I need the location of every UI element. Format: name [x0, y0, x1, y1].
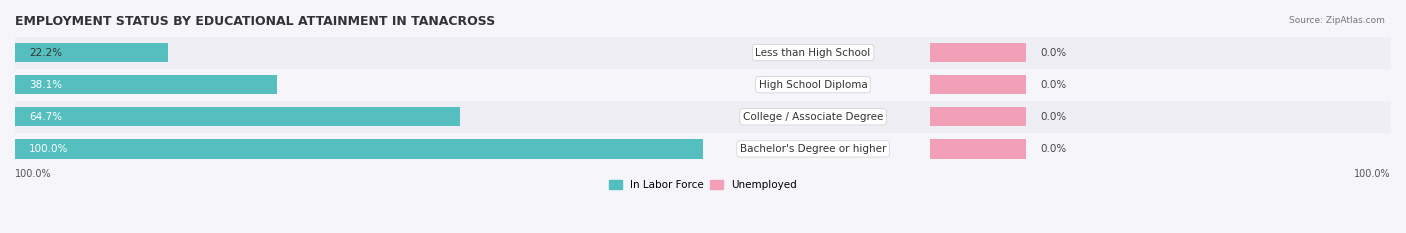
Bar: [15, 75, 277, 94]
Bar: [15, 37, 1391, 69]
Bar: [15, 69, 1391, 101]
Bar: [15, 107, 460, 127]
Text: Less than High School: Less than High School: [755, 48, 870, 58]
Text: College / Associate Degree: College / Associate Degree: [742, 112, 883, 122]
Text: 0.0%: 0.0%: [1040, 48, 1066, 58]
Text: 100.0%: 100.0%: [28, 144, 67, 154]
Text: Bachelor's Degree or higher: Bachelor's Degree or higher: [740, 144, 886, 154]
Bar: [15, 139, 703, 158]
Text: 0.0%: 0.0%: [1040, 144, 1066, 154]
Text: 38.1%: 38.1%: [28, 80, 62, 90]
Text: Source: ZipAtlas.com: Source: ZipAtlas.com: [1289, 16, 1385, 25]
Text: 100.0%: 100.0%: [15, 169, 52, 179]
Bar: [15, 101, 1391, 133]
Bar: [15, 133, 1391, 165]
Bar: [929, 43, 1026, 62]
Bar: [15, 43, 167, 62]
Bar: [929, 139, 1026, 158]
Bar: [929, 75, 1026, 94]
Text: High School Diploma: High School Diploma: [759, 80, 868, 90]
Text: 100.0%: 100.0%: [1354, 169, 1391, 179]
Text: 0.0%: 0.0%: [1040, 80, 1066, 90]
Bar: [929, 107, 1026, 127]
Text: 0.0%: 0.0%: [1040, 112, 1066, 122]
Text: 22.2%: 22.2%: [28, 48, 62, 58]
Text: EMPLOYMENT STATUS BY EDUCATIONAL ATTAINMENT IN TANACROSS: EMPLOYMENT STATUS BY EDUCATIONAL ATTAINM…: [15, 15, 495, 28]
Legend: In Labor Force, Unemployed: In Labor Force, Unemployed: [605, 176, 801, 195]
Text: 64.7%: 64.7%: [28, 112, 62, 122]
